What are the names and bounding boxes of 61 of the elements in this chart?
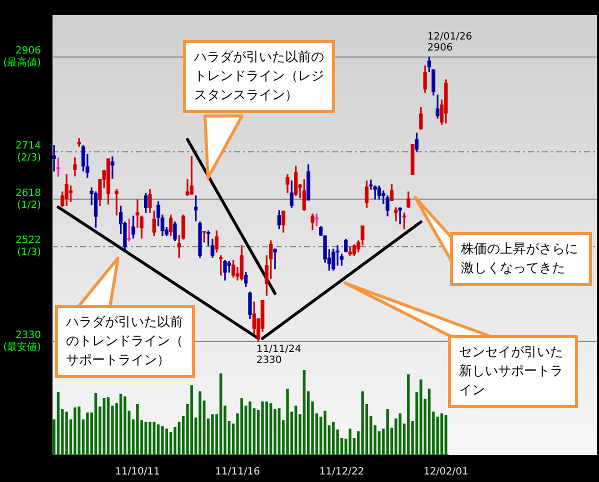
x-tick-label: 11/10/11 — [114, 466, 160, 478]
candlestick — [398, 207, 402, 224]
bar — [86, 412, 89, 455]
bar — [261, 401, 264, 455]
bar — [56, 392, 60, 455]
bar — [136, 404, 139, 455]
annotation: ハラダが引いた以前のトレンドライン（サポートライン） — [55, 305, 195, 378]
y-tick-label: 2522 (1/3) — [16, 235, 42, 258]
bar — [361, 391, 364, 455]
candlestick — [110, 156, 114, 179]
bar — [348, 428, 352, 455]
bar — [106, 397, 110, 455]
bar — [144, 422, 148, 455]
bar — [332, 422, 335, 455]
annotation: ハラダが引いた以前のトレンドライン（レジスタンスライン） — [183, 40, 335, 113]
bar — [294, 406, 298, 455]
bar — [278, 408, 281, 455]
candlestick — [273, 248, 277, 270]
y-tick-label: 2618 (1/2) — [16, 188, 42, 211]
bar — [65, 412, 68, 455]
candlestick — [186, 179, 190, 196]
bar — [78, 406, 80, 455]
annotation: 12/01/26 2906 — [427, 32, 472, 54]
x-tick-label: 12/02/01 — [423, 466, 468, 478]
bar — [156, 424, 160, 455]
y-tick-label: 2330 (最安値) — [3, 330, 42, 354]
y-tick-label: 2906 (最高値) — [3, 46, 42, 69]
bar — [219, 373, 222, 455]
bar — [428, 388, 431, 455]
bar — [74, 407, 76, 455]
bar — [148, 422, 152, 455]
bar — [286, 388, 289, 455]
y-tick-label: 2714 (2/3) — [16, 140, 42, 164]
bar — [119, 394, 122, 455]
bar — [165, 428, 168, 455]
bar — [444, 415, 448, 455]
bar — [420, 379, 422, 455]
bar — [324, 410, 326, 455]
bar — [190, 385, 193, 455]
bar — [94, 392, 98, 455]
bar — [398, 413, 402, 455]
bar — [124, 396, 126, 455]
annotation: 11/11/24 2330 — [256, 344, 302, 366]
candlestick — [136, 199, 140, 228]
bar — [248, 401, 252, 455]
bar — [302, 370, 306, 455]
x-tick-label: 11/12/22 — [319, 466, 364, 478]
text: センセイが引いた新しいサポートライン — [448, 335, 578, 408]
bar — [407, 374, 410, 455]
bar — [386, 409, 389, 455]
bar — [240, 398, 244, 455]
bar — [265, 401, 268, 455]
bar — [198, 391, 202, 455]
bar — [269, 403, 272, 455]
x-tick-label: 11/11/16 — [215, 466, 260, 478]
bar — [161, 426, 164, 455]
bar — [211, 414, 214, 455]
bar — [102, 398, 106, 455]
bar — [440, 413, 444, 455]
text: 株価の上昇がさらに激しくなってきた — [450, 232, 592, 286]
bar — [152, 422, 156, 455]
